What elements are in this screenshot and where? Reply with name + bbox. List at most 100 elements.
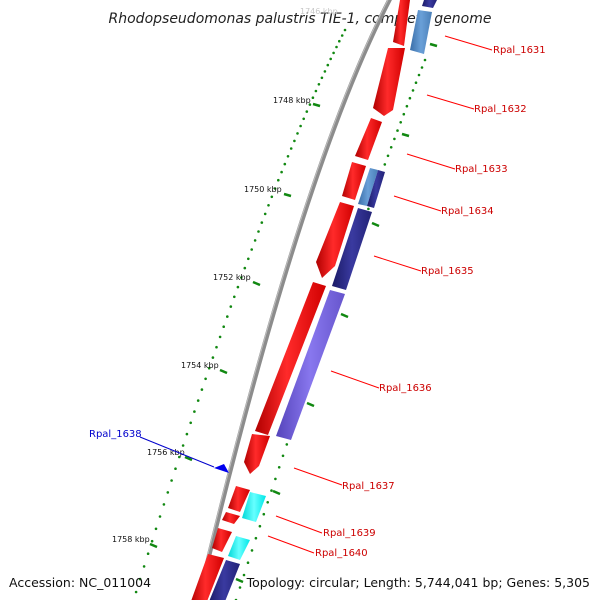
scale-dot — [281, 454, 285, 458]
scale-dot — [238, 586, 242, 589]
scale-label-top: 1746 kbp — [300, 7, 338, 16]
forward-strand — [190, 0, 410, 600]
gene-arrow-rpal-1639a[interactable] — [228, 486, 250, 512]
scale-dot — [240, 276, 243, 279]
gene-arrow-rpal-1636[interactable] — [255, 282, 326, 435]
scale-dot — [414, 81, 418, 84]
scale-dot — [226, 315, 229, 318]
accession-text: Accession: NC_011004 — [9, 575, 151, 590]
inner-ticks — [235, 42, 438, 584]
gene-arrow-rpal-1635-rev[interactable] — [332, 208, 372, 290]
map-title: Rhodopseudomonas palustris TIE-1, comple… — [109, 11, 492, 27]
scale-dot — [204, 377, 207, 381]
scale-dot — [293, 139, 296, 143]
scale-dot — [154, 527, 158, 531]
scale-dot — [329, 57, 333, 61]
gene-label-rpal-1635[interactable]: Rpal_1635 — [421, 266, 474, 277]
gene-label-rpal-1636[interactable]: Rpal_1636 — [379, 383, 432, 394]
scale-dot — [233, 295, 236, 299]
gene-arrow-rpal-1634[interactable] — [342, 162, 366, 200]
scale-dot — [308, 103, 312, 106]
gene-arrow-next[interactable] — [190, 554, 224, 600]
gene-arrow-top-navy[interactable] — [422, 0, 437, 8]
gene-label-rpal-1637[interactable]: Rpal_1637 — [342, 481, 395, 492]
scale-dot — [367, 207, 370, 211]
scale-dot — [250, 549, 254, 552]
scale-dot — [134, 590, 138, 594]
scale-dot — [200, 388, 204, 391]
scale-dot — [253, 239, 257, 242]
scale-dot — [399, 121, 403, 124]
scale-dot — [266, 501, 270, 504]
scale-dot — [423, 58, 427, 62]
scale-label: 1750 kbp — [244, 185, 282, 194]
gene-arrow-rpal-1639-rev[interactable] — [242, 492, 266, 522]
scale-dot — [289, 147, 293, 150]
scale-dot — [181, 444, 185, 447]
gene-arrow-top-steel[interactable] — [410, 10, 432, 54]
scale-dot — [323, 70, 327, 73]
scale-dot — [270, 195, 274, 199]
scale-dot — [296, 132, 299, 135]
scale-dot — [229, 305, 233, 308]
scale-dot — [305, 110, 309, 113]
gene-arrow-rpal-1635[interactable] — [316, 202, 354, 278]
scale-dot — [260, 221, 264, 224]
gene-label-rpal-1634[interactable]: Rpal_1634 — [441, 206, 494, 217]
gene-arrow-rpal-1637[interactable] — [244, 434, 270, 474]
scale-dot — [258, 524, 262, 528]
gene-label-rpal-1640[interactable]: Rpal_1640 — [315, 548, 368, 559]
scale-dot — [185, 432, 189, 436]
scale-dot — [420, 66, 424, 69]
scale-label: 1756 kbp — [147, 448, 185, 457]
gene-labels: Rpal_1631 Rpal_1632 Rpal_1633 Rpal_1634 … — [89, 45, 546, 559]
scale-dot — [386, 154, 390, 158]
scale-dot — [174, 467, 177, 471]
gene-arrow-rpal-1634-rev-navy[interactable] — [367, 170, 385, 208]
scale-dot — [302, 117, 306, 121]
scale-dot — [408, 96, 412, 100]
scale-dot — [246, 561, 250, 564]
gene-arrow-rpal-1632[interactable] — [373, 48, 405, 116]
scale-labels: 1748 kbp 1750 kbp 1752 kbp 1754 kbp 1756… — [112, 96, 311, 544]
gene-label-rpal-1632[interactable]: Rpal_1632 — [474, 104, 527, 115]
gene-arrow-rpal-1633[interactable] — [355, 118, 382, 160]
genome-backbone — [196, 0, 392, 600]
scale-dot — [207, 366, 211, 370]
gene-arrow-rpal-1636-rev[interactable] — [276, 290, 345, 440]
gene-arrow-rpal-1638[interactable] — [214, 464, 229, 473]
scale-dot — [317, 83, 321, 86]
gene-label-rpal-1639[interactable]: Rpal_1639 — [323, 528, 376, 539]
gene-label-rpal-1631[interactable]: Rpal_1631 — [493, 45, 546, 56]
gene-arrow-rpal-1640[interactable] — [212, 528, 232, 552]
gene-arrow-rpal-1640-rev[interactable] — [228, 536, 250, 560]
scale-dot — [273, 187, 277, 190]
gene-label-rpal-1638[interactable]: Rpal_1638 — [89, 429, 142, 440]
scale-dot — [338, 39, 341, 43]
scale-dot — [335, 45, 338, 49]
scale-dot — [274, 477, 277, 481]
scale-dot — [286, 155, 290, 158]
gene-arrow-rpal-1639b[interactable] — [222, 512, 240, 524]
scale-dot — [257, 230, 260, 233]
scale-dot — [263, 212, 267, 216]
scale-dot — [189, 421, 192, 425]
scale-ticks — [149, 102, 321, 549]
scale-dot — [242, 573, 246, 577]
scale-dot — [320, 76, 324, 80]
gene-arrow-rpal-1634-rev[interactable] — [358, 168, 378, 206]
scale-dot — [222, 325, 225, 329]
scale-dot — [178, 455, 181, 459]
gene-label-rpal-1633[interactable]: Rpal_1633 — [455, 164, 508, 175]
scale-dot — [250, 248, 253, 251]
scale-dot — [158, 515, 162, 518]
scale-dot — [277, 178, 280, 182]
scale-dot — [196, 399, 200, 402]
scale-dot — [150, 539, 154, 543]
scale-dot — [405, 104, 409, 108]
scale-dot — [402, 112, 406, 116]
gene-arrow-bottom-navy[interactable] — [208, 560, 240, 600]
gene-arrow-rpal-1631[interactable] — [393, 0, 410, 46]
